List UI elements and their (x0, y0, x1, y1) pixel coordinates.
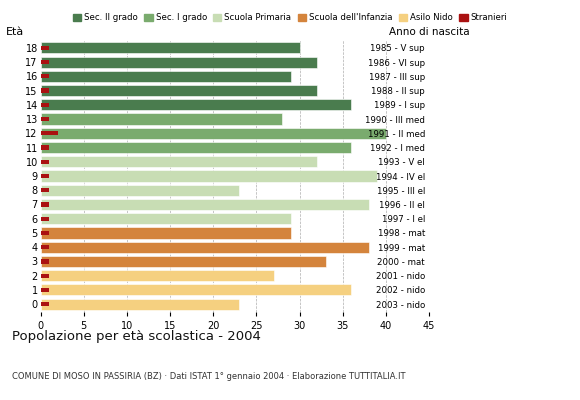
Bar (41, 103, 49, 107)
Bar (41, 288, 49, 292)
Bar (41, 185, 239, 196)
Bar (41, 188, 49, 192)
Legend: Sec. II grado, Sec. I grado, Scuola Primaria, Scuola dell'Infanzia, Asilo Nido, : Sec. II grado, Sec. I grado, Scuola Prim… (72, 14, 508, 22)
Bar (41, 114, 282, 124)
Text: Età: Età (6, 27, 24, 37)
Bar (41, 284, 351, 296)
Bar (41, 302, 49, 306)
Bar (41, 199, 369, 210)
Bar (41, 202, 49, 206)
Bar (41, 117, 49, 121)
Bar (41, 256, 325, 267)
Bar (41, 170, 378, 182)
Bar (41, 71, 291, 82)
Text: COMUNE DI MOSO IN PASSIRIA (BZ) · Dati ISTAT 1° gennaio 2004 · Elaborazione TUTT: COMUNE DI MOSO IN PASSIRIA (BZ) · Dati I… (12, 372, 405, 381)
Bar (41, 42, 300, 53)
Bar (41, 74, 49, 78)
Bar (41, 231, 49, 235)
Bar (41, 274, 49, 278)
Bar (41, 245, 49, 249)
Bar (41, 56, 317, 68)
Bar (41, 46, 49, 50)
Bar (41, 99, 351, 110)
Bar (41, 88, 49, 93)
Bar (41, 270, 274, 281)
Bar (41, 85, 317, 96)
Bar (41, 128, 386, 139)
Bar (41, 259, 49, 264)
Bar (41, 217, 49, 221)
Bar (41, 228, 291, 238)
Bar (41, 174, 49, 178)
Bar (41, 60, 49, 64)
Bar (41, 160, 49, 164)
Bar (41, 299, 239, 310)
Bar (41, 142, 351, 153)
Bar (41, 131, 58, 135)
Bar (41, 213, 291, 224)
Text: Popolazione per età scolastica - 2004: Popolazione per età scolastica - 2004 (12, 330, 260, 343)
Bar (41, 146, 49, 150)
Bar (41, 156, 317, 167)
Text: Anno di nascita: Anno di nascita (389, 27, 470, 37)
Bar (41, 242, 369, 253)
